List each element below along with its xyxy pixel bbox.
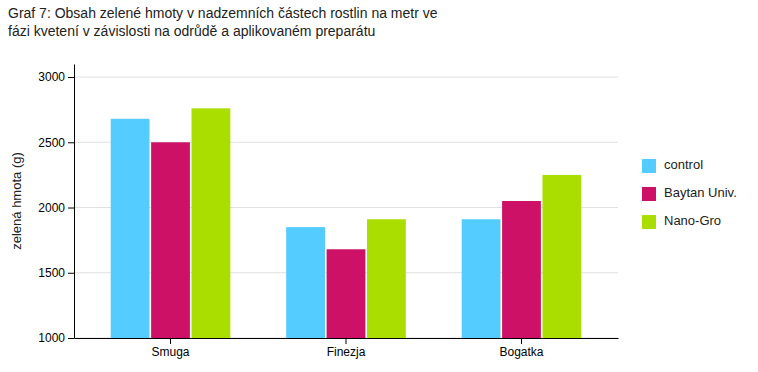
y-tick-label: 3000 bbox=[38, 70, 65, 84]
chart-title-line: fázi kvetení v závislosti na odrůdě a ap… bbox=[8, 23, 375, 39]
y-axis-line bbox=[74, 65, 75, 339]
y-tick-mark bbox=[68, 273, 74, 274]
y-tick-label: 1500 bbox=[38, 266, 65, 280]
bar bbox=[327, 249, 366, 338]
legend-item: Baytan Univ. bbox=[642, 185, 737, 201]
bar bbox=[367, 219, 406, 338]
legend-label: Nano-Gro bbox=[664, 213, 721, 228]
y-tick: 2500 bbox=[38, 136, 74, 150]
legend-item: Nano-Gro bbox=[642, 213, 721, 229]
y-tick: 3000 bbox=[38, 70, 74, 84]
x-tick-mark bbox=[170, 338, 171, 344]
chart-title-line: Graf 7: Obsah zelené hmoty v nadzemních … bbox=[8, 5, 438, 21]
chart-container: Graf 7: Obsah zelené hmoty v nadzemních … bbox=[0, 0, 758, 372]
x-tick-label: Smuga bbox=[152, 345, 190, 359]
bar bbox=[286, 227, 325, 338]
y-tick-label: 1000 bbox=[38, 331, 65, 345]
plot-area: 1000 1500 2000 2500 3000 Smuga Finezja Bogatka bbox=[38, 65, 618, 372]
x-axis: Smuga Finezja Bogatka bbox=[75, 338, 619, 359]
y-tick-label: 2500 bbox=[38, 136, 65, 150]
x-tick-mark bbox=[521, 338, 522, 344]
bars bbox=[111, 108, 582, 338]
x-tick: Smuga bbox=[152, 338, 190, 359]
y-tick: 1000 bbox=[38, 331, 74, 345]
bar bbox=[542, 175, 581, 338]
chart-svg: Graf 7: Obsah zelené hmoty v nadzemních … bbox=[0, 0, 758, 372]
x-tick: Finezja bbox=[327, 338, 366, 359]
y-tick-mark bbox=[68, 142, 74, 143]
grid-line bbox=[74, 77, 618, 78]
bar bbox=[502, 201, 541, 338]
x-tick-label: Bogatka bbox=[499, 345, 543, 359]
bar bbox=[462, 219, 501, 338]
y-tick: 2000 bbox=[38, 201, 74, 215]
y-tick: 1500 bbox=[38, 266, 74, 280]
legend-item: control bbox=[642, 157, 703, 173]
legend-label: control bbox=[664, 157, 703, 172]
bar-series bbox=[111, 119, 501, 338]
y-axis-title: zelená hmota (g) bbox=[9, 152, 24, 250]
legend-swatch bbox=[642, 159, 656, 173]
legend-label: Baytan Univ. bbox=[664, 185, 737, 200]
y-tick-mark bbox=[68, 338, 74, 339]
y-tick-mark bbox=[68, 77, 74, 78]
legend-swatch bbox=[642, 187, 656, 201]
y-tick-label: 2000 bbox=[38, 201, 65, 215]
bar-series bbox=[192, 108, 582, 338]
chart-title: Graf 7: Obsah zelené hmoty v nadzemních … bbox=[8, 5, 438, 39]
legend-swatch bbox=[642, 215, 656, 229]
y-axis: 1000 1500 2000 2500 3000 bbox=[38, 65, 74, 346]
legend: control Baytan Univ. Nano-Gro bbox=[642, 157, 737, 229]
y-tick-mark bbox=[68, 208, 74, 209]
x-tick: Bogatka bbox=[499, 338, 543, 359]
x-tick-label: Finezja bbox=[327, 345, 366, 359]
bar bbox=[151, 142, 190, 338]
bar bbox=[192, 108, 231, 338]
x-tick-mark bbox=[346, 338, 347, 344]
bar bbox=[111, 119, 150, 338]
